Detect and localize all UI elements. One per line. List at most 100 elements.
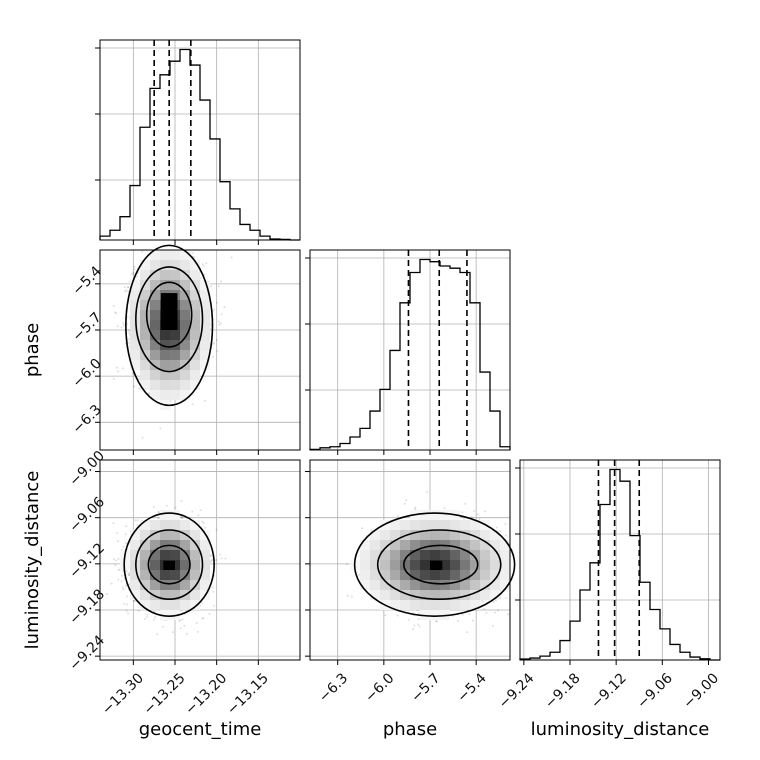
density-cell	[160, 330, 170, 340]
sample-point	[127, 338, 130, 341]
sample-point	[105, 593, 108, 596]
density-cell	[190, 270, 200, 280]
sample-point	[218, 323, 221, 326]
histogram-step	[519, 468, 720, 661]
sample-point	[117, 540, 120, 543]
sample-point	[161, 625, 164, 628]
sample-point	[114, 564, 117, 567]
density-cell	[160, 270, 170, 280]
sample-point	[132, 272, 135, 275]
sample-point	[146, 616, 148, 619]
sample-point	[112, 377, 115, 380]
density-cell	[170, 250, 180, 260]
sample-point	[157, 517, 160, 520]
sample-point	[183, 624, 186, 627]
density-cell	[140, 330, 150, 340]
density-cell	[130, 310, 140, 320]
sample-point	[201, 602, 203, 605]
sample-point	[127, 612, 130, 615]
sample-point	[201, 520, 204, 523]
x-tick-label: −9.24	[496, 670, 538, 712]
sample-point	[126, 595, 129, 598]
density-cell	[200, 340, 210, 350]
sample-point	[216, 338, 218, 341]
sample-point	[122, 322, 125, 325]
sample-point	[116, 325, 119, 328]
sample-point	[179, 627, 182, 630]
density-cell	[180, 260, 190, 270]
density-cell	[180, 300, 190, 310]
sample-point	[120, 326, 123, 329]
sample-point	[220, 557, 223, 560]
sample-point	[205, 262, 208, 265]
sample-point	[153, 618, 156, 621]
sample-point	[223, 306, 226, 309]
x-tick-label: −9.12	[588, 670, 630, 712]
sample-point	[133, 385, 135, 388]
panel-frame	[519, 459, 721, 661]
sample-point	[138, 387, 141, 390]
sample-point	[133, 265, 136, 268]
sample-point	[146, 613, 149, 616]
density-cell	[170, 330, 180, 340]
density-cell	[130, 320, 140, 330]
sample-point	[193, 256, 196, 259]
density-cell	[180, 380, 190, 390]
sample-point	[130, 273, 133, 276]
sample-point	[138, 609, 141, 612]
density-cell	[180, 390, 190, 400]
sample-point	[211, 586, 214, 589]
sample-point	[213, 604, 216, 607]
sample-point	[125, 289, 128, 292]
sample-point	[195, 622, 198, 625]
sample-point	[219, 553, 222, 556]
sample-point	[110, 582, 113, 585]
sample-point	[220, 313, 223, 316]
sample-point	[121, 367, 124, 370]
sample-point	[115, 366, 118, 369]
density-cell	[150, 370, 160, 380]
sample-point	[199, 509, 202, 512]
sample-point	[116, 532, 119, 535]
sample-point	[211, 343, 214, 346]
sample-point	[169, 400, 172, 403]
sample-point	[208, 612, 211, 615]
sample-point	[123, 286, 126, 288]
histogram-panel-luminosity_distance	[519, 459, 721, 661]
sample-point	[124, 533, 127, 536]
density-cell	[150, 340, 160, 350]
histogram-step	[99, 48, 300, 241]
sample-point	[213, 342, 215, 345]
sample-point	[191, 252, 194, 255]
sample-point	[114, 311, 117, 314]
sample-point	[117, 370, 120, 373]
sample-point	[181, 618, 184, 621]
sample-point	[141, 250, 144, 253]
density-cell	[150, 320, 160, 330]
sample-point	[209, 554, 212, 557]
sample-point	[174, 506, 177, 509]
sample-point	[135, 275, 138, 278]
sample-point	[123, 602, 126, 605]
density-cell	[170, 350, 180, 360]
x-tick-label: −9.00	[680, 670, 722, 712]
sample-point	[124, 542, 127, 544]
density-cell	[190, 360, 200, 370]
x-tick-label: −9.06	[634, 670, 676, 712]
sample-point	[115, 559, 118, 562]
sample-point	[212, 355, 214, 358]
density-cell	[140, 310, 150, 320]
density-cell	[170, 360, 180, 370]
sample-point	[202, 265, 205, 268]
sample-point	[122, 324, 125, 327]
sample-point	[132, 271, 134, 274]
sample-point	[171, 631, 174, 634]
sample-point	[196, 630, 199, 633]
panel-frame	[99, 39, 301, 241]
density-cell	[130, 350, 140, 360]
sample-point	[112, 304, 115, 307]
sample-point	[191, 403, 194, 406]
sample-point	[117, 557, 120, 560]
sample-point	[137, 378, 140, 380]
density-cell	[180, 320, 190, 330]
